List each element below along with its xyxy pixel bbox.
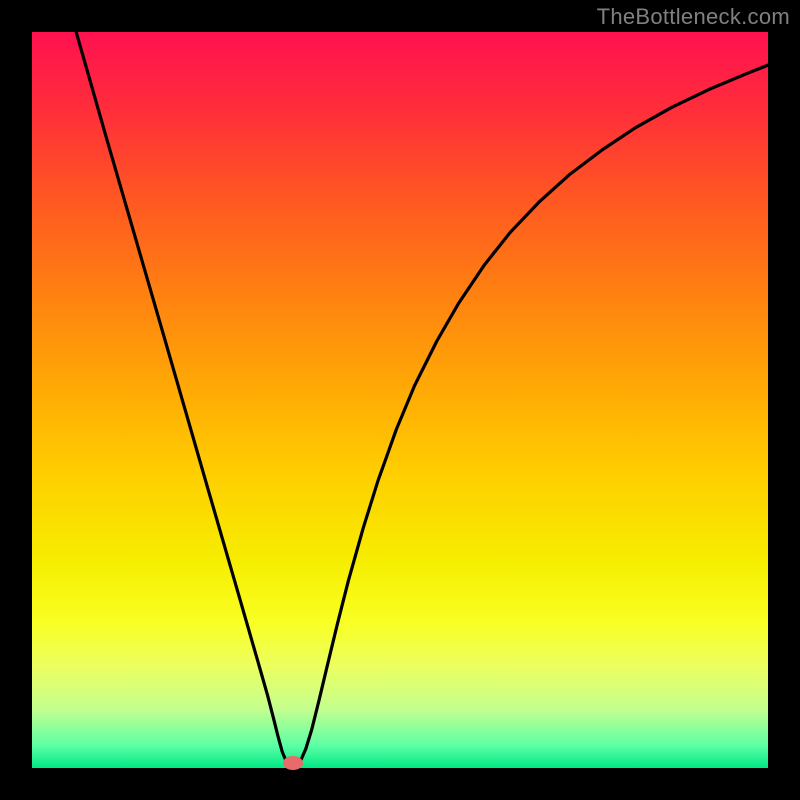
plot-area bbox=[32, 32, 768, 768]
minimum-marker bbox=[283, 756, 303, 770]
chart-container: TheBottleneck.com bbox=[0, 0, 800, 800]
bottleneck-curve bbox=[76, 32, 768, 766]
curve-layer bbox=[32, 32, 768, 768]
watermark-text: TheBottleneck.com bbox=[597, 4, 790, 30]
